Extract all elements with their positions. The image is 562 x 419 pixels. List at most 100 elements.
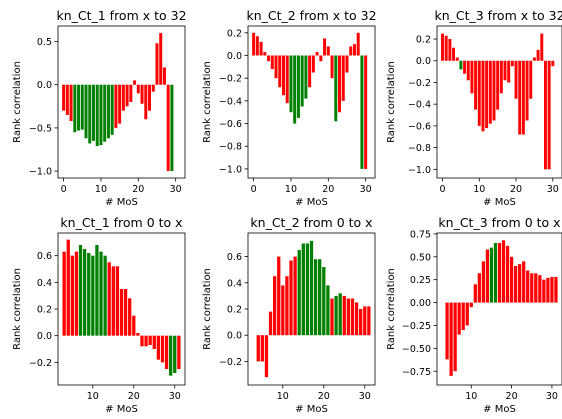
bar [521, 60, 525, 135]
x-axis-label: # MoS [105, 404, 138, 415]
bar [274, 55, 278, 79]
bar [536, 49, 540, 61]
bar [364, 55, 368, 169]
y-tick-label: −0.25 [402, 321, 431, 332]
bar [477, 60, 481, 126]
y-tick-label: −1.0 [219, 164, 242, 175]
bar [444, 35, 448, 61]
bar [529, 60, 533, 99]
bar [304, 55, 308, 99]
x-tick-label: 20 [510, 184, 522, 195]
x-tick-label: 20 [506, 391, 518, 402]
bar [466, 60, 470, 81]
bar [540, 33, 544, 61]
x-tick-label: 10 [473, 184, 485, 195]
x-tick-label: 10 [465, 391, 477, 402]
y-tick-label: 0.5 [37, 37, 52, 48]
bar [367, 306, 371, 336]
y-tick-label: 0.2 [227, 28, 242, 39]
bar [349, 46, 353, 56]
bar [293, 256, 297, 336]
y-tick-label: 0.4 [37, 278, 52, 289]
x-tick-label: 30 [360, 184, 372, 195]
subplot-title: kn_Ct_1 from 0 to x [60, 215, 182, 230]
bar [99, 251, 103, 336]
bar [91, 84, 95, 141]
bar [255, 36, 259, 56]
bar [136, 333, 140, 336]
y-axis-label: Rank correlation [12, 268, 23, 350]
y-tick-label: 0.0 [227, 331, 242, 342]
bar [259, 41, 263, 56]
bar [285, 55, 289, 104]
bar [136, 84, 140, 94]
bar [525, 60, 529, 121]
bar [441, 33, 444, 61]
y-tick-label: 0.00 [410, 298, 431, 309]
x-tick-label: 30 [546, 391, 558, 402]
bar [352, 44, 356, 56]
x-tick-label: 20 [318, 391, 330, 402]
x-tick-label: 20 [128, 391, 140, 402]
bar [334, 55, 338, 122]
bar [300, 55, 304, 107]
bar [73, 84, 77, 133]
x-tick-label: 30 [547, 184, 559, 195]
x-tick-label: 30 [359, 391, 371, 402]
bar [99, 84, 103, 146]
bar [469, 302, 473, 308]
bar [448, 39, 452, 61]
bar [522, 261, 526, 303]
bar [550, 276, 554, 303]
bar [493, 243, 498, 303]
bar [129, 84, 133, 102]
bar [305, 243, 310, 336]
x-tick-label: 30 [170, 184, 182, 195]
axes-frame [57, 25, 186, 179]
bar [95, 245, 99, 336]
y-tick-label: 0.50 [410, 252, 431, 263]
bar [166, 84, 170, 172]
bar [499, 60, 503, 94]
bar [551, 60, 555, 67]
axes-frame [436, 25, 562, 179]
bar [123, 289, 128, 336]
bar [118, 84, 122, 124]
bar [133, 80, 137, 85]
bar [84, 84, 88, 139]
x-tick-label: 10 [277, 391, 289, 402]
bar [322, 267, 326, 336]
bar [159, 32, 163, 85]
bar [492, 60, 496, 121]
y-tick-label: −0.2 [219, 74, 242, 85]
bar [360, 55, 364, 169]
bar [465, 302, 469, 326]
bar [354, 302, 359, 336]
bar [318, 259, 322, 336]
y-tick-label: −0.2 [408, 78, 431, 89]
y-axis-label: Rank correlation [386, 268, 397, 350]
bar [293, 55, 297, 124]
y-tick-label: −0.8 [408, 143, 431, 154]
bar [281, 55, 285, 96]
bar [459, 60, 463, 70]
x-tick-label: 30 [169, 391, 181, 402]
y-axis-label: Rank correlation [12, 61, 23, 143]
bar [473, 284, 477, 303]
bar [546, 277, 550, 303]
bar [453, 302, 457, 372]
axes-frame [247, 25, 376, 179]
y-tick-label: 0.0 [37, 331, 52, 342]
x-tick-label: 0 [61, 184, 67, 195]
bar [338, 55, 342, 113]
bar [474, 60, 478, 110]
y-tick-label: 0.0 [227, 51, 242, 62]
bar [111, 266, 115, 336]
bar [350, 298, 355, 336]
bar [542, 279, 546, 303]
bar [497, 243, 502, 303]
bar [315, 52, 319, 56]
bar [177, 335, 181, 369]
x-axis-label: # MoS [295, 404, 328, 415]
bar [308, 55, 312, 88]
